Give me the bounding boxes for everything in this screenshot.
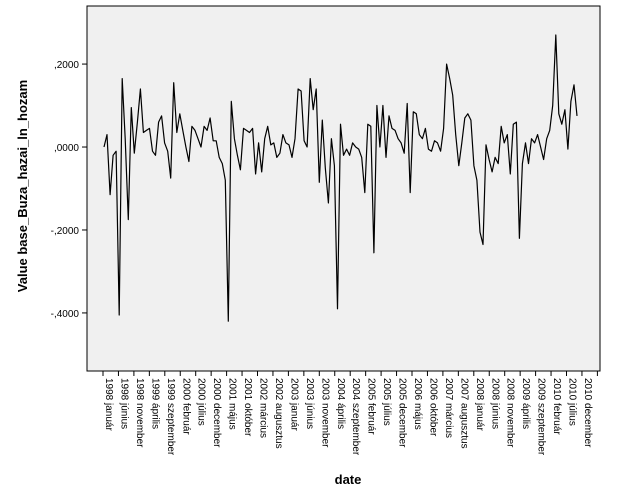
x-tick-label: 2002 március [258, 378, 269, 438]
x-tick-label: 2000 december [211, 378, 222, 448]
series-line [103, 34, 578, 322]
x-tick-label: 1998 január [103, 378, 114, 431]
x-tick-label: 2009 április [520, 378, 531, 429]
x-tick-label: 2010 december [582, 378, 593, 448]
x-tick-label: 2010 február [551, 378, 562, 435]
y-tick-label: ,0000 [54, 143, 79, 154]
x-tick-label: 1999 szeptember [165, 378, 176, 456]
x-tick-label: 2010 július [567, 378, 578, 426]
x-tick-label: 2000 július [196, 378, 207, 426]
x-tick-label: 2007 augusztus [458, 378, 469, 449]
x-axis: 1998 január 1998 június 1998 november 1999 … [102, 371, 598, 456]
x-tick-label: 2008 november [505, 378, 516, 448]
x-tick-label: 2007 március [443, 378, 454, 438]
x-tick-label: 2006 május [412, 378, 423, 430]
x-tick-label: 2005 február [366, 378, 377, 435]
x-tick-label: 2004 április [335, 378, 346, 429]
x-tick-label: 2008 január [474, 378, 485, 431]
x-tick-label: 2005 december [397, 378, 408, 448]
x-tick-label: 1999 április [149, 378, 160, 429]
x-tick-label: 1998 június [118, 378, 129, 429]
plot-area [86, 5, 601, 372]
x-tick-label: 2004 szeptember [350, 378, 361, 456]
y-tick-label: -,4000 [51, 309, 80, 320]
x-tick-label: 2005 július [381, 378, 392, 426]
x-tick-label: 2002 augusztus [273, 378, 284, 449]
y-tick-label: -,2000 [51, 226, 80, 237]
y-axis-title: Value base_Buza_hazai_ln_hozam [15, 80, 30, 292]
x-tick-label: 2003 november [319, 378, 330, 448]
x-tick-label: 2001 május [227, 378, 238, 430]
x-tick-label: 2006 október [427, 378, 438, 437]
y-axis: ,2000 ,0000 -,2000 -,4000 [51, 60, 87, 320]
x-tick-label: 2000 február [180, 378, 191, 435]
x-tick-label: 2009 szeptember [536, 378, 547, 456]
x-tick-label: 1998 november [134, 378, 145, 448]
series-layer [103, 34, 578, 322]
x-tick-label: 2003 június [304, 378, 315, 429]
y-tick-label: ,2000 [54, 60, 79, 71]
x-tick-label: 2008 június [489, 378, 500, 429]
x-tick-label: 2001 október [242, 378, 253, 437]
x-axis-title: date [335, 472, 362, 487]
x-tick-label: 2003 január [288, 378, 299, 431]
